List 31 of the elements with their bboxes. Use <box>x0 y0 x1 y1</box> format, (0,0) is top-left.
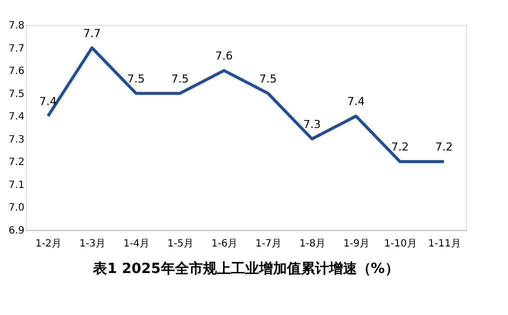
x-tick-label: 1-2月 <box>35 238 62 250</box>
y-tick-label: 7.8 <box>8 20 24 32</box>
data-label: 7.2 <box>435 140 453 154</box>
x-tick-label: 1-4月 <box>123 238 150 250</box>
x-tick-label: 1-8月 <box>299 238 326 250</box>
x-tick-label: 1-9月 <box>343 238 370 250</box>
y-tick-label: 7.2 <box>8 157 24 168</box>
text: 表1 2025年全市规上工业增加值累计增速（%） <box>92 260 399 277</box>
y-tick-label: 7.3 <box>8 134 24 146</box>
y-tick-label: 7.7 <box>8 43 24 54</box>
x-tick-label: 1-10月 <box>384 238 417 250</box>
x-tick-label: 1-3月 <box>79 238 106 250</box>
y-tick-label: 7.0 <box>8 202 24 214</box>
data-label: 7.3 <box>303 118 321 131</box>
x-tick-label: 1-11月 <box>428 238 461 250</box>
y-tick-label: 7.4 <box>8 112 24 123</box>
x-tick-label: 1-6月 <box>211 238 238 250</box>
data-label: 7.4 <box>347 95 365 108</box>
x-tick-label: 1-5月 <box>167 238 194 250</box>
data-label: 7.5 <box>127 72 145 86</box>
data-label: 7.5 <box>259 72 277 86</box>
y-tick-label: 7.6 <box>8 66 24 78</box>
data-label: 7.7 <box>83 26 101 40</box>
data-label: 7.6 <box>215 50 233 63</box>
y-tick-label: 6.9 <box>8 226 24 236</box>
y-tick-label: 7.1 <box>8 180 24 191</box>
y-tick-label: 7.5 <box>8 88 24 100</box>
data-label: 7.2 <box>391 140 409 154</box>
data-label: 7.4 <box>39 95 57 108</box>
data-label: 7.5 <box>171 72 189 86</box>
x-tick-label: 1-7月 <box>255 238 282 250</box>
